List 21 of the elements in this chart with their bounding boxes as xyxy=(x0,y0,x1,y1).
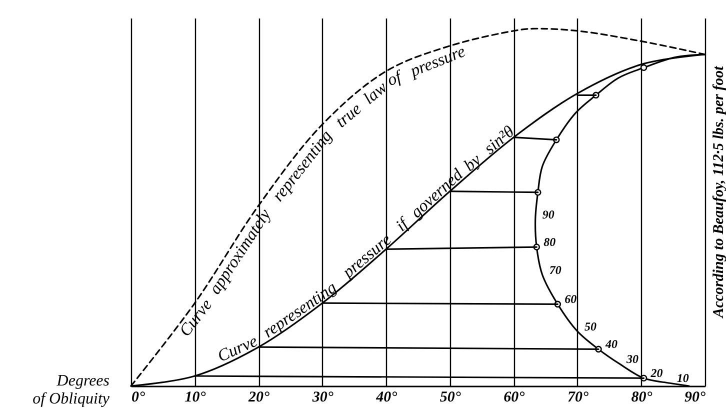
x-tick-label: 10° xyxy=(184,390,206,406)
x-tick-label: 40° xyxy=(375,390,398,406)
x-tick-label: 60° xyxy=(504,390,525,406)
annotation: 10 xyxy=(676,371,689,386)
x-tick-label: 0° xyxy=(132,390,145,406)
x-tick-label: 30° xyxy=(311,390,334,406)
annotation: 80 xyxy=(544,235,556,250)
x-axis-title: Degrees of Obliquity xyxy=(32,372,110,408)
x-tick-label: 90° xyxy=(684,390,706,406)
annotation: 60 xyxy=(564,292,577,306)
annotation: 70 xyxy=(549,262,562,277)
x-tick-label: 70° xyxy=(567,390,588,406)
x-tick-label: 50° xyxy=(440,390,461,406)
annotation: 30 xyxy=(626,352,639,366)
annotation: 50 xyxy=(584,319,596,334)
annotation: 20 xyxy=(650,366,663,380)
annotation: 40 xyxy=(604,337,618,352)
annotation: 90 xyxy=(542,208,554,222)
x-tick-label: 20° xyxy=(248,390,270,406)
x-tick-label: 80° xyxy=(631,390,652,406)
text: According to Beaufoy, 112·5 lbs. per foot xyxy=(711,65,726,319)
